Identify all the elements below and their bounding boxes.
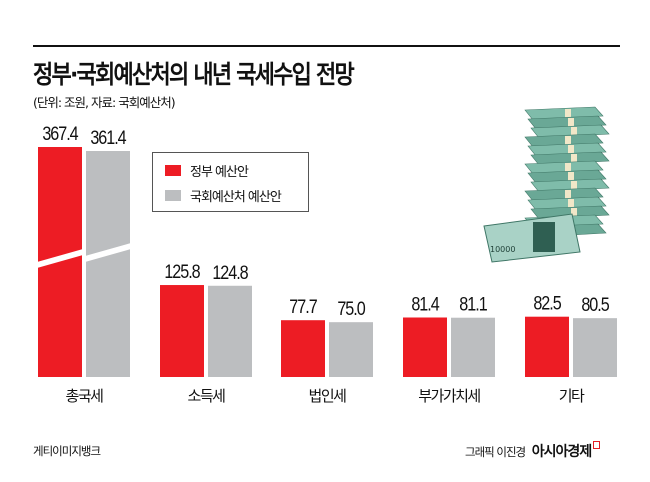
axis-break <box>37 249 83 268</box>
data-label: 81.4 <box>411 293 440 315</box>
legend-item-government: 정부 예산안 <box>165 161 249 180</box>
image-source: 게티이미지뱅크 <box>33 444 101 458</box>
category-label: 부가가치세 <box>418 387 480 405</box>
data-label: 124.8 <box>212 262 248 284</box>
legend-label: 정부 예산안 <box>190 165 249 180</box>
category-label: 총국세 <box>66 387 104 405</box>
data-label: 77.7 <box>289 296 317 318</box>
data-label: 80.5 <box>581 294 610 316</box>
bar <box>403 317 447 377</box>
data-label: 125.8 <box>164 261 200 283</box>
legend-swatch-gray <box>165 190 181 201</box>
brand-logo: 아시아경제 <box>531 444 592 460</box>
title-rule <box>33 45 620 47</box>
bar <box>525 316 569 377</box>
category-label: 소득세 <box>188 387 226 405</box>
category-label: 법인세 <box>309 387 347 405</box>
bar <box>451 317 495 377</box>
money-stack-illustration: 10000 <box>483 106 610 263</box>
legend-item-nabo: 국회예산처 예산안 <box>165 186 282 205</box>
brand-mark-icon <box>593 441 601 449</box>
credit: 그래픽 이진경 아시아경제 <box>465 441 601 461</box>
data-label: 75.0 <box>337 298 366 320</box>
bar <box>281 320 325 377</box>
chart-title: 정부·국회예산처의 내년 국세수입 전망 <box>33 60 355 89</box>
banknote-label: 10000 <box>490 245 515 254</box>
data-label: 367.4 <box>42 123 78 145</box>
bar <box>86 151 130 377</box>
chart-subtitle: (단위: 조원, 자료: 국회예산처) <box>33 95 176 110</box>
legend: 정부 예산안 국회예산처 예산안 <box>152 152 309 212</box>
bar <box>208 285 252 377</box>
legend-label: 국회예산처 예산안 <box>190 190 282 205</box>
data-label: 361.4 <box>90 127 126 149</box>
bar <box>573 318 617 377</box>
data-label: 82.5 <box>533 292 562 314</box>
category-label: 기타 <box>559 387 585 405</box>
data-label: 81.1 <box>459 293 487 315</box>
bar <box>160 285 204 377</box>
axis-break <box>85 243 131 262</box>
legend-swatch-red <box>165 165 181 176</box>
graphic-credit: 그래픽 이진경 <box>465 445 526 459</box>
bar <box>329 322 373 377</box>
